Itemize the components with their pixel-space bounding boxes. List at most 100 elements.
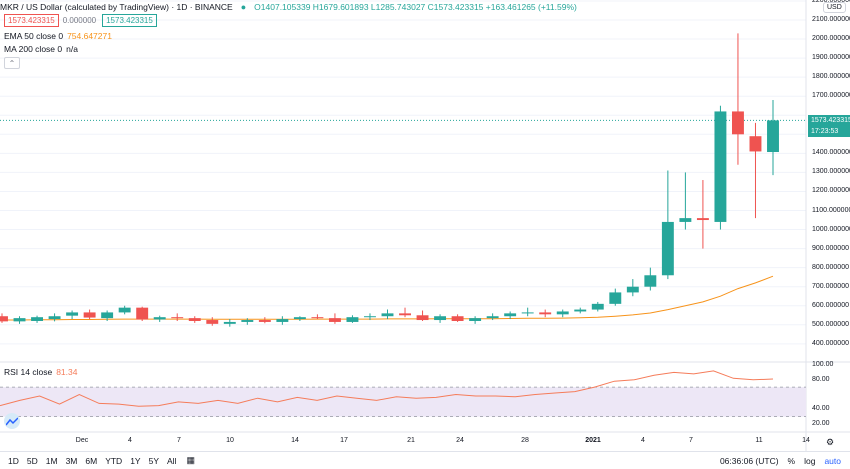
candle-body [153,317,166,320]
currency-button[interactable]: USD [823,2,846,13]
candle-body [66,312,79,316]
candle-body [469,318,482,321]
ma-value: n/a [66,44,78,54]
candle-body [539,312,552,315]
ask-price[interactable]: 1573.423315 [102,14,157,27]
time-tick-label: 7 [689,437,693,444]
time-tick-label: 7 [177,437,181,444]
percent-toggle[interactable]: % [787,456,796,466]
candle-body [171,317,184,319]
candle-body [609,292,622,304]
rsi-tick-label: 20.00 [812,420,830,427]
time-tick-label: 17 [340,437,348,444]
price-tick-label: 1700.000000 [812,92,850,100]
timeframe-5d[interactable]: 5D [26,455,38,466]
candle-body [521,312,534,314]
collapse-legend-button[interactable]: ⌃ [4,57,20,69]
utc-clock[interactable]: 06:36:06 (UTC) [719,456,779,466]
ma-legend[interactable]: MA 200 close 0 n/a [4,44,78,54]
tradingview-logo-icon [6,416,18,425]
time-tick-label: 14 [802,437,810,444]
price-tick-label: 1800.000000 [812,73,850,81]
candle-body [679,218,692,222]
time-tick-label: Dec [75,437,89,444]
price-tick-label: 400.000000 [812,339,849,347]
time-tick-label: 4 [128,437,132,444]
ema-legend[interactable]: EMA 50 close 0 754.647271 [4,31,112,41]
candle-body [767,120,779,153]
candle-body [48,316,61,320]
price-tick-label: 900.000000 [812,244,849,252]
candle-body [293,317,306,320]
timeframe-1y[interactable]: 1Y [130,455,141,466]
candle-body [223,321,236,324]
candle-body [486,316,499,319]
candle-body [364,316,376,318]
candle-body [731,111,744,135]
rsi-label: RSI 14 close [4,367,53,377]
chart-canvas[interactable] [0,0,850,451]
candle-body [83,312,96,318]
price-tick-label: 1300.000000 [812,168,850,176]
time-tick-label: 10 [226,437,234,444]
price-tick-label: 1573.423315 [808,114,850,126]
candle-body [188,318,201,321]
candle-body [574,309,587,312]
rsi-legend[interactable]: RSI 14 close 81.34 [4,367,77,377]
candle-body [31,317,44,321]
status-dot-icon: ● [240,2,247,12]
candle-body [136,307,149,320]
symbol-title[interactable]: MKR / US Dollar (calculated by TradingVi… [0,2,233,12]
candle-body [13,318,26,322]
candle-body [749,136,762,152]
price-tick-label: 1000.000000 [812,225,850,233]
candle-body [434,316,447,321]
ema-value: 754.647271 [67,31,112,41]
timeframe-ytd[interactable]: YTD [105,455,123,466]
settings-gear-icon[interactable]: ⚙ [826,437,835,447]
calendar-icon[interactable]: ▦ [186,455,195,465]
chevron-up-icon: ⌃ [8,58,16,68]
ema-label: EMA 50 close 0 [4,31,64,41]
timeframe-5y[interactable]: 5Y [148,455,159,466]
candle-body [416,315,429,321]
candle-body [556,311,569,315]
timeframe-all[interactable]: All [167,455,177,466]
candle-body [118,307,131,313]
candle-body [399,313,411,316]
tradingview-logo[interactable] [4,413,20,429]
time-tick-label: 2021 [585,437,601,444]
timeframe-1d[interactable]: 1D [8,455,19,466]
rsi-line [0,370,774,407]
timeframe-1m[interactable]: 1M [45,455,58,466]
auto-toggle[interactable]: auto [824,456,841,466]
price-tick-label: 2200.000000 [812,0,850,4]
time-tick-label: 4 [641,437,645,444]
rsi-band [0,387,806,417]
price-tick-label: 2100.000000 [812,16,850,23]
candle-body [381,313,394,317]
symbol-legend: MKR / US Dollar (calculated by TradingVi… [0,2,577,12]
candle-body [626,286,639,293]
candle-body [276,319,289,322]
price-tick-label: 800.000000 [812,263,849,271]
price-tick-label: 1900.000000 [812,54,850,62]
price-tick-label: 17:23:53 [808,126,850,138]
candle-body [451,316,464,321]
bottom-toolbar: 1D 5D 1M 3M 6M YTD 1Y 5Y All ▦ 06:36:06 … [0,451,850,469]
candle-body [328,318,341,322]
timeframe-6m[interactable]: 6M [85,455,98,466]
candle-body [206,320,219,324]
price-boxes: 1573.423315 0.000000 1573.423315 [4,14,161,27]
candle-body [661,221,674,276]
time-tick-label: 11 [755,437,763,444]
candle-body [258,320,271,322]
time-tick-label: 28 [521,437,529,444]
rsi-value: 81.34 [56,367,78,377]
candle-body [346,317,359,322]
timeframe-3m[interactable]: 3M [65,455,78,466]
price-tick-label: 700.000000 [812,282,849,290]
time-tick-label: 21 [407,437,415,444]
log-toggle[interactable]: log [804,456,816,466]
bid-price[interactable]: 1573.423315 [4,14,59,27]
